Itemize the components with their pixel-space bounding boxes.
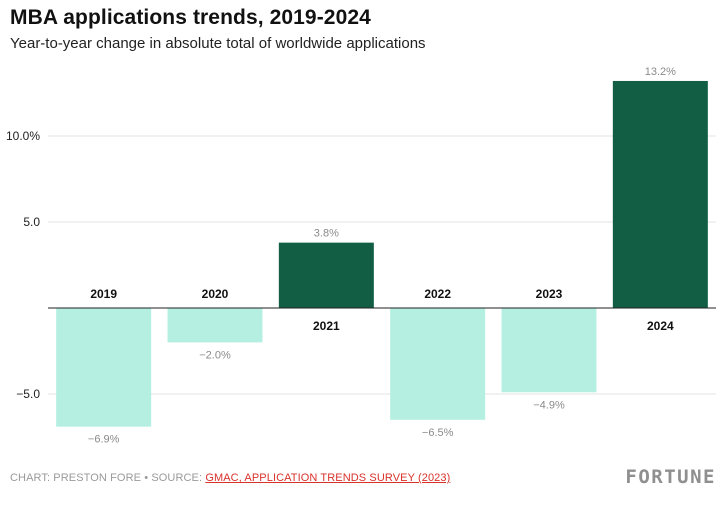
chart-subtitle: Year-to-year change in absolute total of… xyxy=(10,35,426,52)
source-link[interactable]: GMAC, APPLICATION TRENDS SURVEY (2023) xyxy=(205,472,451,484)
chart-credit: CHART: PRESTON FORE • SOURCE: xyxy=(10,472,206,484)
data-label: −6.5% xyxy=(422,427,454,439)
data-label: −4.9% xyxy=(533,399,565,411)
data-label: −6.9% xyxy=(88,434,120,446)
data-label: 3.8% xyxy=(314,228,339,240)
x-tick-label: 2021 xyxy=(313,319,340,333)
chart-footer: CHART: PRESTON FORE • SOURCE: GMAC, APPL… xyxy=(10,472,450,484)
data-label: −2.0% xyxy=(199,349,231,361)
y-tick-label: −5.0 xyxy=(16,387,40,401)
bar xyxy=(278,242,374,308)
bar xyxy=(56,308,152,427)
x-tick-label: 2019 xyxy=(90,287,117,301)
x-tick-label: 2020 xyxy=(202,287,229,301)
x-tick-label: 2024 xyxy=(647,319,674,333)
chart-title: MBA applications trends, 2019-2024 xyxy=(10,6,371,29)
bar xyxy=(390,308,486,420)
y-tick-label: 5.0 xyxy=(23,215,40,229)
x-tick-label: 2022 xyxy=(424,287,451,301)
data-label: 13.2% xyxy=(645,66,676,78)
bar xyxy=(612,80,708,309)
bar xyxy=(167,308,263,343)
fortune-logo: FORTUNE xyxy=(625,466,716,488)
y-tick-label: 10.0% xyxy=(6,129,40,143)
bar xyxy=(501,308,597,393)
x-tick-label: 2023 xyxy=(536,287,563,301)
